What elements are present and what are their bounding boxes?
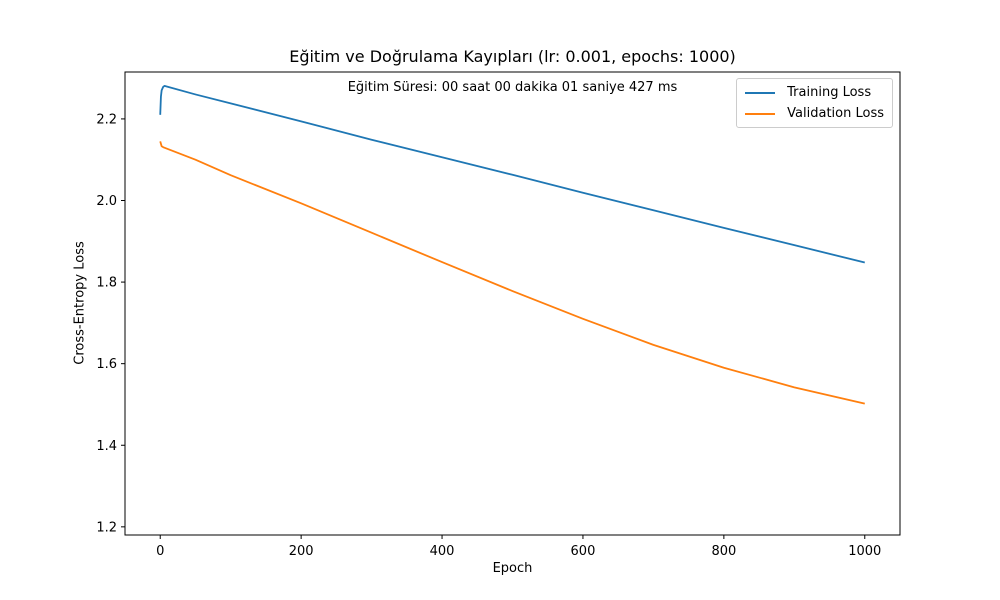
y-tick-label: 1.6 [96,357,117,372]
training-time-annotation: Eğitim Süresi: 00 saat 00 dakika 01 sani… [347,80,678,95]
x-tick-label: 800 [711,544,736,559]
y-tick-label: 1.8 [96,276,117,291]
x-tick-label: 1000 [848,544,881,559]
legend-label-training: Training Loss [787,85,872,100]
x-tick-label: 200 [289,544,314,559]
x-tick-label: 0 [156,544,164,559]
y-tick-label: 1.4 [96,439,117,454]
y-tick-label: 2.0 [96,194,117,209]
chart-title: Eğitim ve Doğrulama Kayıpları (lr: 0.001… [289,47,736,66]
x-tick-label: 400 [430,544,455,559]
legend-swatch-training [745,91,776,94]
legend-item-training: Training Loss [745,82,884,103]
y-tick-label: 1.2 [96,520,117,535]
x-tick-label: 600 [571,544,596,559]
series-line-training [159,84,865,264]
x-axis-label: Epoch [492,561,533,576]
y-tick-label: 2.2 [96,112,117,127]
legend-label-validation: Validation Loss [787,106,884,121]
legend-swatch-validation [745,112,776,115]
series-line-validation [159,141,865,405]
legend: Training Loss Validation Loss [736,78,893,128]
legend-item-validation: Validation Loss [745,103,884,124]
plot-frame [124,71,901,536]
